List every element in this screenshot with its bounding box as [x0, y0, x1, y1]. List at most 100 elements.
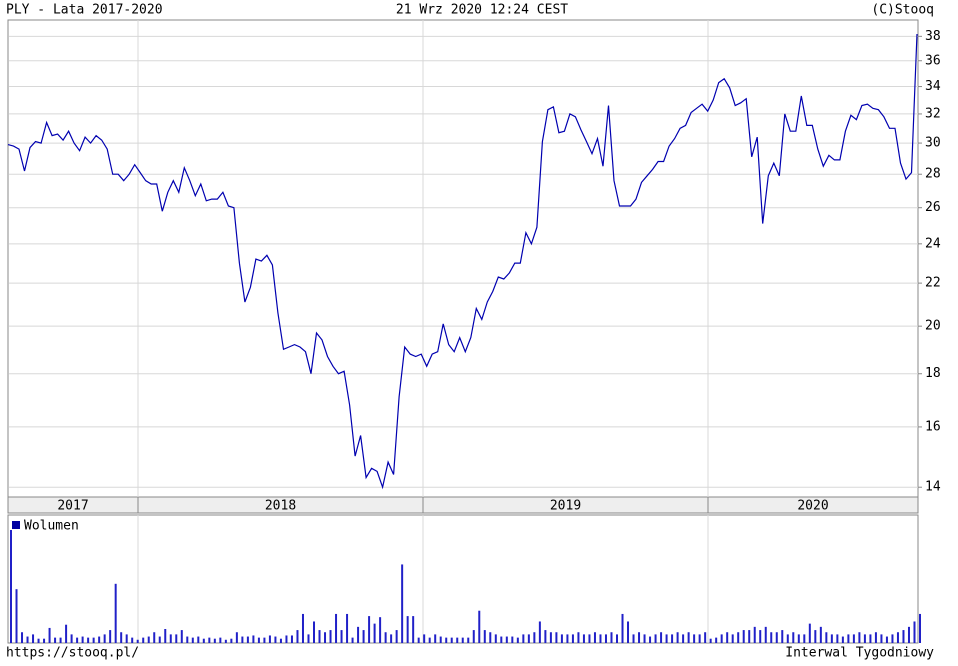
- volume-bar: [279, 638, 282, 643]
- volume-bar: [131, 637, 134, 643]
- volume-bar: [792, 632, 795, 643]
- volume-bar: [682, 634, 685, 643]
- y-tick-label: 20: [925, 319, 941, 334]
- volume-bar: [874, 632, 877, 643]
- volume-bar: [285, 635, 288, 643]
- chart-date: 21 Wrz 2020 12:24 CEST: [396, 3, 568, 18]
- source-url[interactable]: https://stooq.pl/: [6, 646, 139, 661]
- volume-bar: [390, 634, 393, 643]
- volume-bar: [753, 626, 756, 643]
- volume-bar: [847, 634, 850, 643]
- volume-bar: [704, 632, 707, 643]
- volume-bar: [92, 637, 95, 643]
- volume-bar: [571, 634, 574, 643]
- volume-bar: [417, 637, 420, 643]
- volume-bar: [814, 630, 817, 643]
- volume-bar: [98, 636, 101, 643]
- volume-bar: [759, 630, 762, 643]
- volume-bar: [731, 634, 734, 643]
- volume-bar: [599, 634, 602, 643]
- y-tick-label: 32: [925, 106, 941, 121]
- volume-bar: [395, 630, 398, 643]
- volume-bar: [709, 638, 712, 643]
- volume-bar: [368, 616, 371, 643]
- volume-bar: [715, 637, 718, 643]
- volume-bar: [59, 637, 62, 643]
- volume-bar: [120, 632, 123, 643]
- volume-bar: [654, 634, 657, 643]
- volume-bar: [114, 583, 117, 643]
- volume-bar: [340, 630, 343, 643]
- volume-bar: [726, 632, 729, 643]
- y-tick-label: 36: [925, 53, 941, 68]
- volume-bar: [81, 636, 84, 643]
- volume-bar: [428, 637, 431, 643]
- volume-bar: [274, 636, 277, 643]
- volume-bar: [632, 634, 635, 643]
- volume-bar: [770, 632, 773, 643]
- volume-bar: [10, 530, 12, 643]
- volume-bar: [781, 630, 784, 643]
- volume-bar: [748, 630, 751, 643]
- volume-bar: [362, 630, 365, 643]
- volume-bar: [26, 636, 29, 643]
- volume-bar: [582, 634, 585, 643]
- volume-bar: [241, 636, 244, 643]
- volume-bar: [549, 632, 552, 643]
- y-tick-label: 18: [925, 366, 941, 381]
- chart-title: PLY - Lata 2017-2020: [6, 3, 163, 18]
- volume-bar: [621, 613, 624, 643]
- volume-bar: [775, 632, 778, 643]
- volume-bar: [819, 626, 822, 643]
- volume-bar: [257, 637, 260, 643]
- volume-bar: [357, 626, 360, 643]
- volume-bar: [665, 634, 668, 643]
- volume-bar: [643, 634, 646, 643]
- volume-bar: [103, 634, 106, 643]
- y-tick-label: 22: [925, 276, 941, 291]
- volume-frame: [7, 514, 919, 644]
- legend-label: Wolumen: [24, 519, 79, 534]
- price-frame: [7, 19, 919, 498]
- volume-bar: [202, 638, 205, 643]
- volume-bar: [483, 630, 486, 643]
- volume-bar: [671, 634, 674, 643]
- volume-bar: [516, 637, 519, 643]
- volume-bar: [660, 632, 663, 643]
- volume-bar: [500, 636, 503, 643]
- volume-bar: [456, 637, 459, 643]
- y-tick-label: 24: [925, 236, 941, 251]
- volume-bar: [687, 632, 690, 643]
- volume-bar: [555, 632, 558, 643]
- year-label: 2018: [265, 499, 296, 514]
- volume-bar: [472, 630, 475, 643]
- volume-bar: [522, 634, 525, 643]
- volume-bar: [246, 636, 249, 643]
- volume-bar: [54, 637, 57, 643]
- volume-bar: [169, 634, 172, 643]
- volume-bar: [693, 634, 696, 643]
- volume-bar: [830, 634, 833, 643]
- volume-bar: [505, 636, 508, 643]
- year-label: 2019: [550, 499, 581, 514]
- volume-bar: [21, 632, 24, 643]
- volume-bar: [797, 634, 800, 643]
- volume-bar: [384, 632, 387, 643]
- volume-bar: [803, 634, 806, 643]
- volume-bar: [175, 634, 178, 643]
- volume-bar: [191, 637, 194, 643]
- volume-bar: [494, 634, 497, 643]
- volume-bar: [560, 634, 563, 643]
- volume-bar: [880, 634, 883, 643]
- y-tick-label: 16: [925, 419, 941, 434]
- volume-bar: [406, 616, 409, 643]
- volume-bar: [649, 636, 652, 643]
- y-tick-label: 28: [925, 167, 941, 182]
- volume-bar: [858, 632, 861, 643]
- volume-bar: [445, 637, 448, 643]
- volume-bar: [896, 632, 899, 643]
- volume-bar: [329, 630, 332, 643]
- volume-bar: [290, 635, 293, 643]
- volume-bar: [786, 634, 789, 643]
